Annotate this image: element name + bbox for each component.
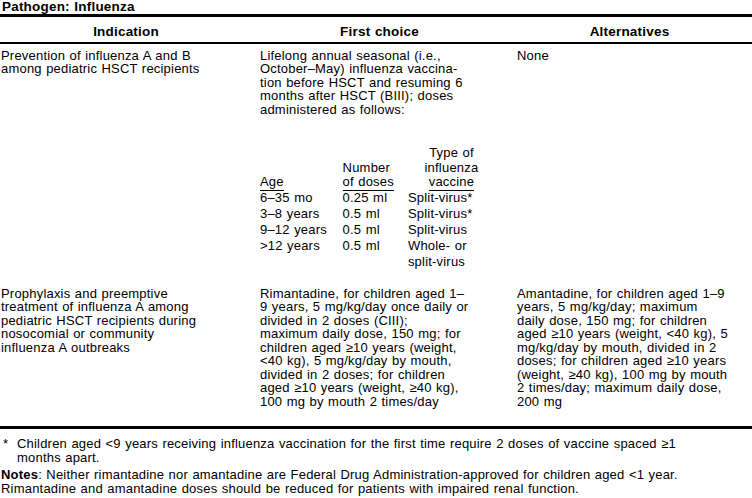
dose-vaccine-type: Split-virus* (408, 206, 495, 222)
dose-table-row: 9–12 years 0.5 ml Split-virus (260, 222, 495, 238)
vaccine-dose-table: Age Number of doses Type of influenza va… (260, 146, 495, 270)
table-header-row: Indication First choice Alternatives (0, 17, 752, 44)
dose-header-vaccine-type: Type of influenza vaccine (408, 146, 495, 190)
pathogen-title: Pathogen: Influenza (0, 0, 752, 17)
dose-amount: 0.5 ml (343, 238, 408, 270)
dose-amount: 0.5 ml (343, 206, 408, 222)
document-page: Pathogen: Influenza Indication First cho… (0, 0, 752, 498)
row1-first-choice: Lifelong annual seasonal (i.e., October–… (252, 44, 507, 283)
dose-age: >12 years (260, 238, 343, 270)
column-header-indication: Indication (0, 25, 252, 39)
row1-indication: Prevention of influenza A and B among pe… (0, 44, 252, 283)
row1-first-choice-text: Lifelong annual seasonal (i.e., October–… (260, 49, 495, 117)
asterisk-footnote-text: Children aged <9 years receiving influen… (17, 436, 676, 465)
dose-age: 3–8 years (260, 206, 343, 222)
row2-indication: Prophylaxis and preemptive treatment of … (0, 283, 252, 426)
dose-table-header-row: Age Number of doses Type of influenza va… (260, 146, 495, 190)
dose-amount: 0.25 ml (343, 190, 408, 206)
column-header-alternatives: Alternatives (507, 25, 752, 39)
dose-table-row: 6–35 mo 0.25 ml Split-virus* (260, 190, 495, 206)
footnotes: * Children aged <9 years receiving influ… (0, 429, 752, 496)
dose-vaccine-type: Whole- or split-virus (408, 238, 495, 270)
dose-vaccine-type: Split-virus (408, 222, 495, 238)
row2-first-choice: Rimantadine, for children aged 1– 9 year… (252, 283, 507, 426)
dose-table-row: 3–8 years 0.5 ml Split-virus* (260, 206, 495, 222)
dose-table-row: >12 years 0.5 ml Whole- or split-virus (260, 238, 495, 270)
dose-amount: 0.5 ml (343, 222, 408, 238)
notes-label: Notes (1, 467, 38, 482)
asterisk-marker: * (3, 437, 8, 451)
dose-header-age: Age (260, 146, 343, 190)
dose-age: 9–12 years (260, 222, 343, 238)
dose-header-number-of-doses: Number of doses (343, 146, 408, 190)
column-header-first-choice: First choice (252, 25, 507, 39)
dose-vaccine-type: Split-virus* (408, 190, 495, 206)
notes-line1: : Neither rimantadine nor amantadine are… (38, 467, 678, 482)
notes-footnote: Notes: Neither rimantadine nor amantadin… (0, 468, 752, 496)
dose-age: 6–35 mo (260, 190, 343, 206)
row1-alternatives: None (507, 44, 752, 283)
notes-line2: Rimantadine and amantadine doses should … (1, 481, 579, 496)
table-body: Prevention of influenza A and B among pe… (0, 44, 752, 429)
asterisk-footnote: * Children aged <9 years receiving influ… (0, 437, 752, 465)
row2-alternatives: Amantadine, for children aged 1–9 years,… (507, 283, 752, 426)
